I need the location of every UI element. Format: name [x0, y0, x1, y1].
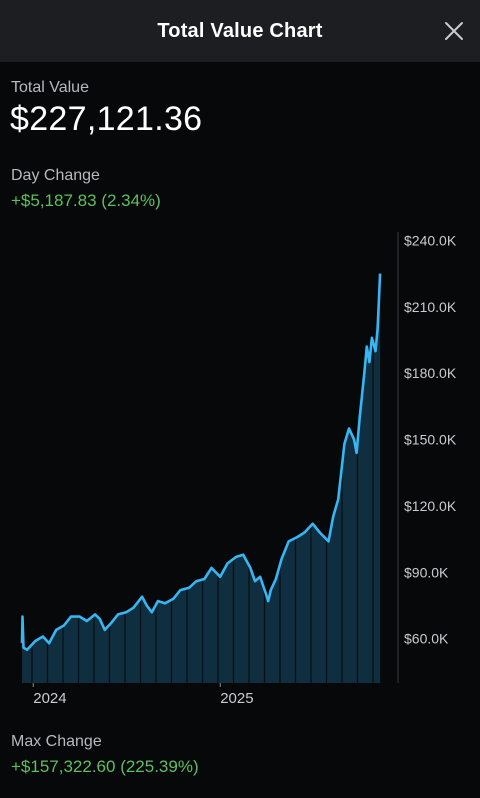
day-change-value: +$5,187.83 (2.34%): [11, 191, 161, 210]
max-change-value: +$157,322.60 (225.39%): [11, 757, 199, 776]
total-value-area-chart[interactable]: $60.0K $90.0K $120.0K $150.0K $180.0K $210.0K…: [0, 228, 480, 712]
series-area-fill: [22, 273, 381, 683]
total-value-amount: $227,121.36: [10, 100, 203, 138]
x-tick-label: 2024: [33, 690, 66, 707]
max-change-label: Max Change: [11, 733, 102, 750]
y-tick-label: $180.0K: [404, 365, 457, 381]
y-tick-label: $150.0K: [404, 432, 457, 448]
y-tick-label: $90.0K: [404, 564, 449, 580]
y-tick-label: $210.0K: [404, 299, 457, 315]
y-tick-label: $240.0K: [404, 232, 457, 248]
close-button[interactable]: [442, 19, 466, 43]
series-line: [20, 273, 382, 652]
header-bar: Total Value Chart: [0, 0, 480, 62]
y-tick-label: $60.0K: [404, 631, 449, 647]
page-title: Total Value Chart: [157, 20, 323, 42]
total-value-label: Total Value: [11, 79, 89, 96]
close-icon: [445, 22, 463, 40]
y-tick-label: $120.0K: [404, 498, 457, 514]
x-tick-label: 2025: [220, 690, 253, 707]
day-change-label: Day Change: [11, 167, 100, 184]
